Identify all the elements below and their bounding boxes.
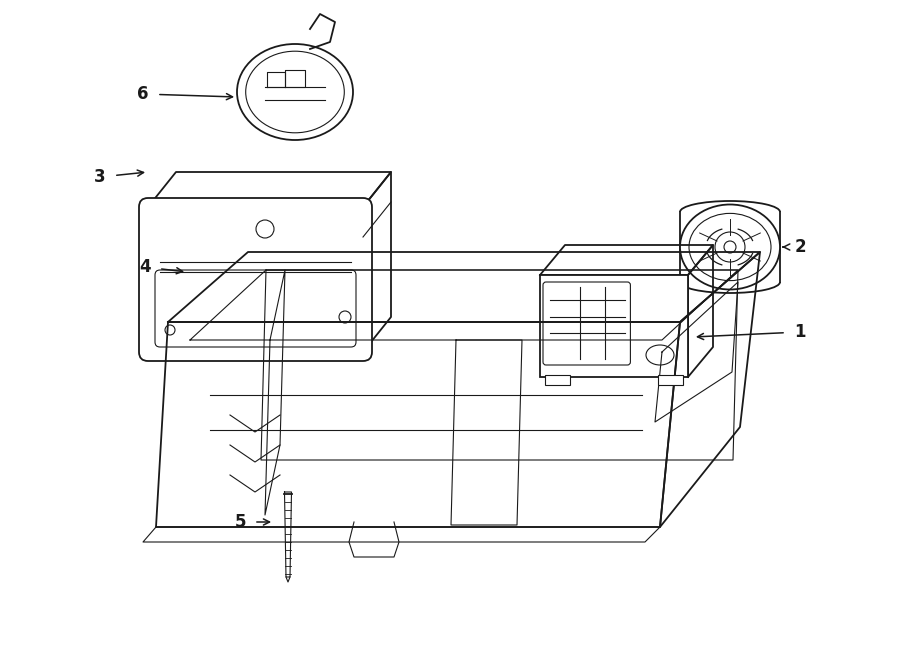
FancyBboxPatch shape: [658, 375, 683, 385]
FancyBboxPatch shape: [139, 198, 372, 361]
Text: 5: 5: [234, 513, 246, 531]
Text: 1: 1: [794, 323, 806, 341]
Text: 4: 4: [140, 258, 151, 276]
Text: 2: 2: [794, 238, 806, 256]
Polygon shape: [261, 270, 738, 460]
Text: 6: 6: [138, 85, 148, 103]
Polygon shape: [284, 492, 292, 577]
Polygon shape: [660, 252, 760, 527]
Text: 3: 3: [94, 168, 106, 186]
Polygon shape: [143, 527, 660, 542]
Polygon shape: [363, 172, 391, 352]
Polygon shape: [540, 245, 713, 275]
Polygon shape: [156, 322, 680, 527]
FancyBboxPatch shape: [545, 375, 570, 385]
FancyBboxPatch shape: [540, 275, 688, 377]
Ellipse shape: [680, 205, 780, 289]
Polygon shape: [148, 172, 391, 207]
Polygon shape: [168, 252, 760, 322]
Polygon shape: [688, 245, 713, 377]
